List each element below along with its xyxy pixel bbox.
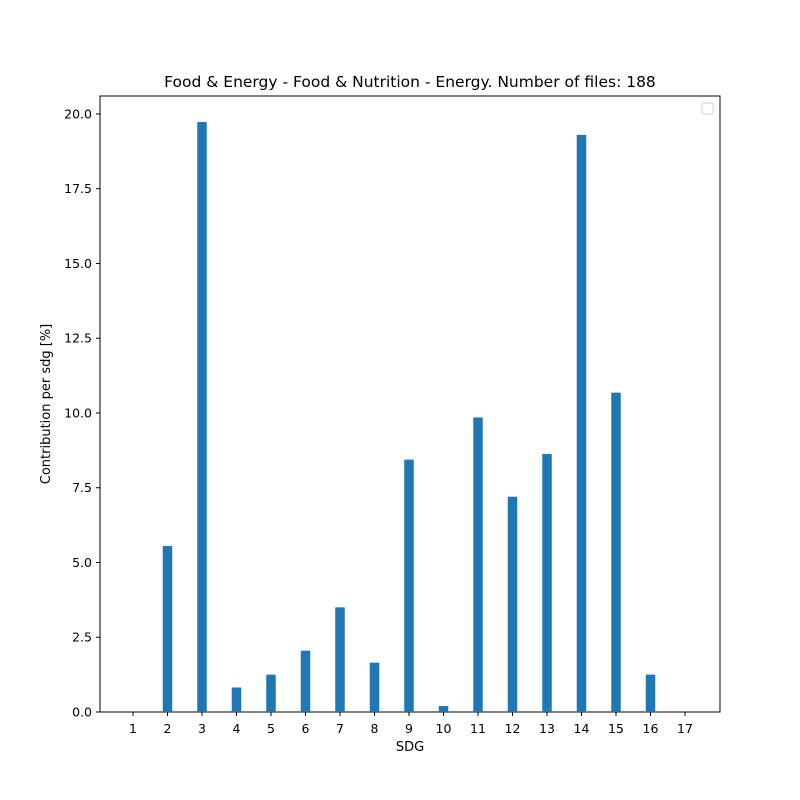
y-axis-ticks: 0.0 2.5 5.0 7.5 10.0 12.5 15.0 17.5 20.0	[64, 106, 100, 720]
y-tick-label: 20.0	[64, 106, 92, 121]
x-tick-label: 12	[505, 721, 521, 736]
y-tick-label: 2.5	[72, 630, 92, 645]
bar-sdg-3	[197, 122, 207, 713]
bar-sdg-16	[645, 674, 656, 712]
x-tick-label: 9	[405, 721, 413, 736]
legend-box	[701, 102, 714, 115]
x-tick-label: 17	[677, 721, 693, 736]
y-tick-label: 12.5	[64, 331, 92, 346]
bar-sdg-8	[369, 662, 380, 712]
chart-title: Food & Energy - Food & Nutrition - Energ…	[164, 73, 656, 91]
x-tick-label: 6	[302, 721, 310, 736]
x-tick-label: 4	[233, 721, 241, 736]
bar-sdg-15	[611, 392, 621, 712]
y-tick-label: 10.0	[64, 405, 92, 420]
x-tick-label: 1	[129, 721, 137, 736]
bar-sdg-12	[507, 496, 518, 712]
x-tick-label: 2	[164, 721, 172, 736]
bar-sdg-5	[266, 674, 276, 712]
y-tick-label: 7.5	[72, 480, 92, 495]
bar-sdg-7	[335, 607, 345, 712]
bar-sdg-4	[231, 687, 242, 712]
bar-sdg-9	[404, 459, 414, 712]
x-tick-label: 11	[470, 721, 486, 736]
x-tick-label: 5	[267, 721, 275, 736]
bar-sdg-14	[576, 134, 587, 712]
x-tick-label: 13	[539, 721, 555, 736]
bar-sdg-13	[542, 453, 552, 712]
y-tick-label: 0.0	[72, 705, 92, 720]
x-tick-label: 7	[336, 721, 344, 736]
bar-sdg-2	[162, 546, 173, 712]
y-tick-label: 5.0	[72, 555, 92, 570]
bar-sdg-6	[300, 650, 311, 712]
x-axis-label: SDG	[396, 740, 424, 755]
x-tick-label: 16	[643, 721, 659, 736]
x-axis-ticks: 1 2 3 4 5 6 7 8 9 10 11 12 13 14 15 16 17	[129, 712, 693, 736]
x-tick-label: 14	[574, 721, 590, 736]
x-tick-label: 10	[436, 721, 452, 736]
x-tick-label: 15	[608, 721, 624, 736]
bar-sdg-10	[438, 706, 449, 712]
x-tick-label: 3	[198, 721, 206, 736]
bars-group	[162, 122, 656, 713]
y-tick-label: 15.0	[64, 256, 92, 271]
x-tick-label: 8	[371, 721, 379, 736]
y-tick-label: 17.5	[64, 181, 92, 196]
y-axis-label: Contribution per sdg [%]	[39, 324, 54, 484]
bar-sdg-11	[473, 417, 483, 712]
